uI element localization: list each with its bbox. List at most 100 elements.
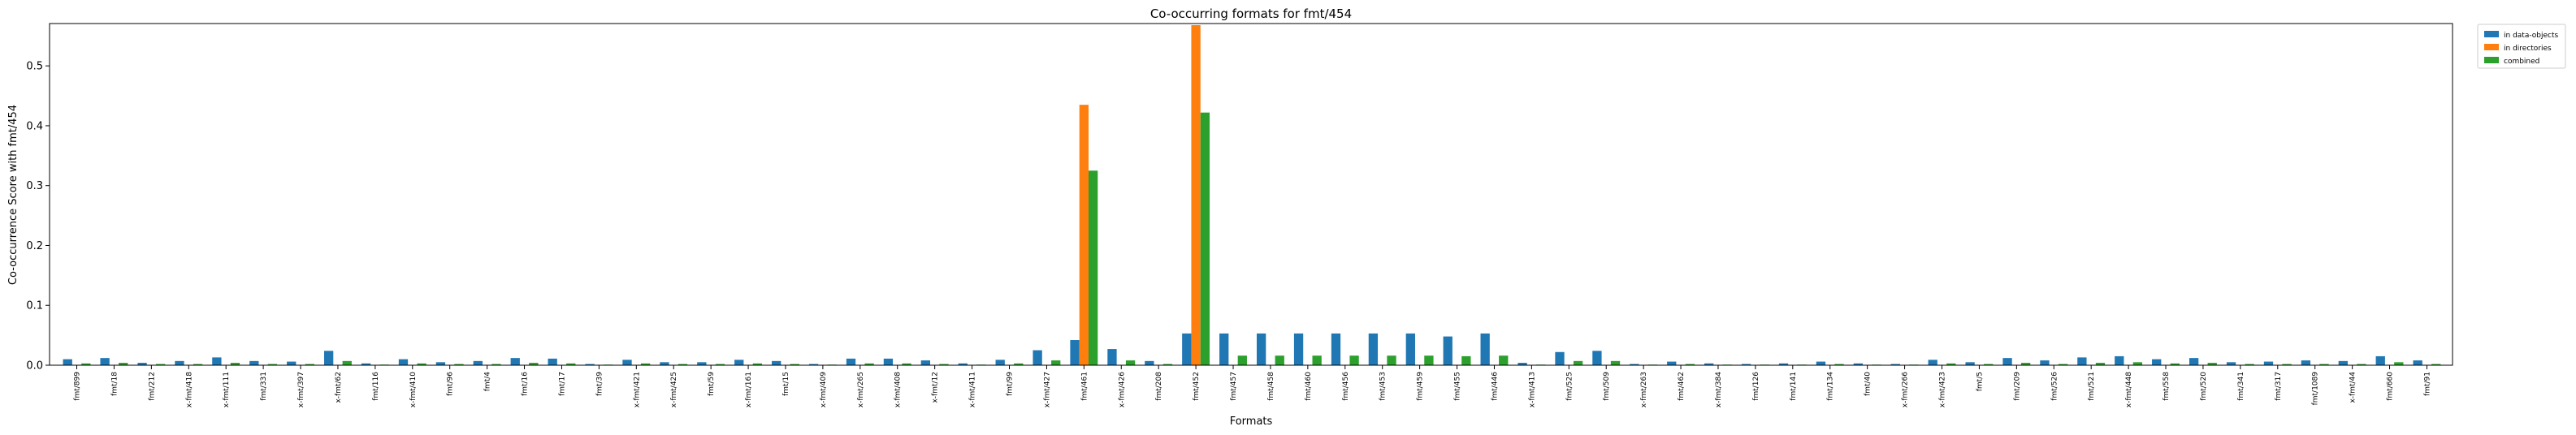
bar-in-data-objects-x-fmt-397 [287,361,297,365]
bar-in-data-objects-x-fmt-448 [2115,355,2124,365]
bar-in-data-objects-fmt-660 [2375,355,2385,365]
bar-in-data-objects-fmt-455 [1443,336,1453,365]
bar-combined-fmt-331 [267,364,278,365]
bar-combined-fmt-209 [2020,363,2031,365]
bar-in-data-objects-fmt-18 [100,358,110,365]
bar-in-data-objects-fmt-899 [63,359,72,365]
x-axis-label: Formats [1230,416,1273,428]
bar-combined-fmt-453 [1387,355,1396,365]
x-tick-label: x-fmt/266 [1902,372,1910,408]
x-tick-label: fmt/660 [2387,372,2395,401]
bar-in-data-objects-fmt-526 [2040,360,2050,365]
bar-in-data-objects-fmt-521 [2077,357,2087,365]
bar-in-directories-fmt-452 [1191,25,1201,365]
x-tick-label: fmt/126 [1752,372,1760,401]
bar-in-data-objects-fmt-212 [137,363,147,365]
x-tick-label: fmt/5 [1976,372,1984,391]
bar-in-data-objects-fmt-457 [1219,333,1229,365]
x-tick-label: fmt/558 [2163,372,2171,401]
bar-in-data-objects-fmt-126 [1741,364,1751,365]
bar-combined-x-fmt-418 [193,364,203,365]
bar-in-data-objects-x-fmt-44 [2338,360,2348,365]
bar-in-data-objects-fmt-509 [1592,351,1602,365]
x-tick-label: fmt/17 [558,372,566,396]
bar-combined-fmt-208 [1162,364,1173,365]
bar-in-data-objects-x-fmt-62 [323,351,334,365]
x-tick-label: fmt/96 [447,372,455,396]
x-tick-label: x-fmt/425 [670,372,678,407]
bar-in-data-objects-fmt-462 [1667,361,1677,365]
bar-combined-x-fmt-161 [752,363,763,365]
bar-combined-fmt-18 [119,363,128,365]
x-tick-label: x-fmt/408 [894,372,903,408]
x-tick-label: fmt/446 [1491,372,1499,401]
x-tick-label: fmt/456 [1342,372,1350,401]
bar-in-data-objects-x-fmt-427 [1033,350,1042,365]
bar-combined-fmt-558 [2170,363,2180,365]
bar-combined-fmt-461 [1088,170,1098,365]
x-tick-label: fmt/59 [708,372,716,396]
bar-in-data-objects-x-fmt-410 [398,359,409,365]
bar-combined-x-fmt-425 [678,364,688,365]
x-tick-label: x-fmt/427 [1043,372,1051,407]
bar-combined-fmt-5 [1984,364,1994,365]
bar-in-data-objects-x-fmt-161 [734,360,744,365]
bar-in-data-objects-fmt-91 [2413,360,2422,365]
x-tick-label: fmt/509 [1603,372,1611,401]
x-tick-label: fmt/526 [2050,372,2059,401]
x-tick-label: fmt/341 [2237,372,2245,401]
bar-in-data-objects-fmt-460 [1293,333,1304,365]
bar-combined-x-fmt-408 [902,363,911,365]
legend-swatch [2484,31,2499,37]
bar-in-data-objects-x-fmt-421 [622,360,632,365]
bar-in-data-objects-fmt-520 [2189,358,2199,365]
bar-combined-fmt-456 [1349,355,1359,365]
legend-swatch [2484,44,2499,50]
x-tick-label: fmt/39 [595,372,604,396]
x-tick-label: fmt/520 [2200,372,2208,401]
bar-in-data-objects-x-fmt-425 [660,362,669,365]
bar-in-data-objects-fmt-40 [1853,363,1864,365]
x-tick-label: fmt/209 [2013,372,2021,401]
bar-in-data-objects-fmt-452 [1182,333,1192,365]
bar-in-data-objects-x-fmt-384 [1704,363,1714,365]
bar-in-data-objects-fmt-453 [1368,333,1379,365]
bar-combined-fmt-899 [81,363,91,365]
bar-combined-fmt-457 [1237,355,1247,365]
bar-in-data-objects-fmt-525 [1555,351,1565,365]
bar-in-data-objects-fmt-141 [1778,363,1789,365]
x-tick-label: fmt/452 [1193,372,1201,401]
legend-label: combined [2504,58,2539,66]
bar-in-data-objects-fmt-17 [548,358,557,365]
bar-combined-x-fmt-427 [1051,360,1061,365]
y-axis-label: Co-occurrence Score with fmt/454 [7,105,19,285]
bar-in-data-objects-fmt-99 [995,360,1005,365]
bar-combined-fmt-459 [1424,355,1434,365]
bar-combined-fmt-99 [1014,363,1024,365]
bar-combined-x-fmt-448 [2132,362,2143,365]
bar-in-data-objects-fmt-5 [1965,362,1975,365]
y-tick-label: 0.5 [26,61,43,73]
bar-in-data-objects-fmt-317 [2263,361,2274,365]
bar-combined-fmt-16 [529,363,539,365]
y-axis: 0.0 0.1 0.2 0.3 0.4 0.5 [26,61,50,373]
bar-in-data-objects-fmt-116 [361,363,371,365]
bar-combined-x-fmt-423 [1946,363,1956,365]
bar-in-data-objects-fmt-209 [2002,358,2012,365]
bar-combined-x-fmt-265 [864,363,874,365]
x-tick-label: fmt/18 [110,372,119,396]
bar-combined-fmt-317 [2282,364,2292,365]
legend-label: in data-objects [2504,32,2558,40]
x-tick-label: fmt/116 [372,372,380,401]
x-tick-label: x-fmt/418 [185,372,193,408]
x-tick-label: fmt/15 [782,372,790,396]
x-tick-label: fmt/212 [148,372,156,401]
x-tick-label: fmt/521 [2088,372,2096,401]
bar-combined-fmt-509 [1610,360,1621,365]
bar-combined-x-fmt-397 [305,364,314,365]
bar-combined-fmt-458 [1275,355,1284,365]
x-tick-label: fmt/99 [1007,372,1015,396]
bar-in-data-objects-fmt-461 [1070,340,1080,365]
bar-combined-fmt-525 [1573,360,1583,365]
x-axis: fmt/899 fmt/18 fmt/212 x-fmt/418 x-fmt/111 fm… [74,365,2431,408]
